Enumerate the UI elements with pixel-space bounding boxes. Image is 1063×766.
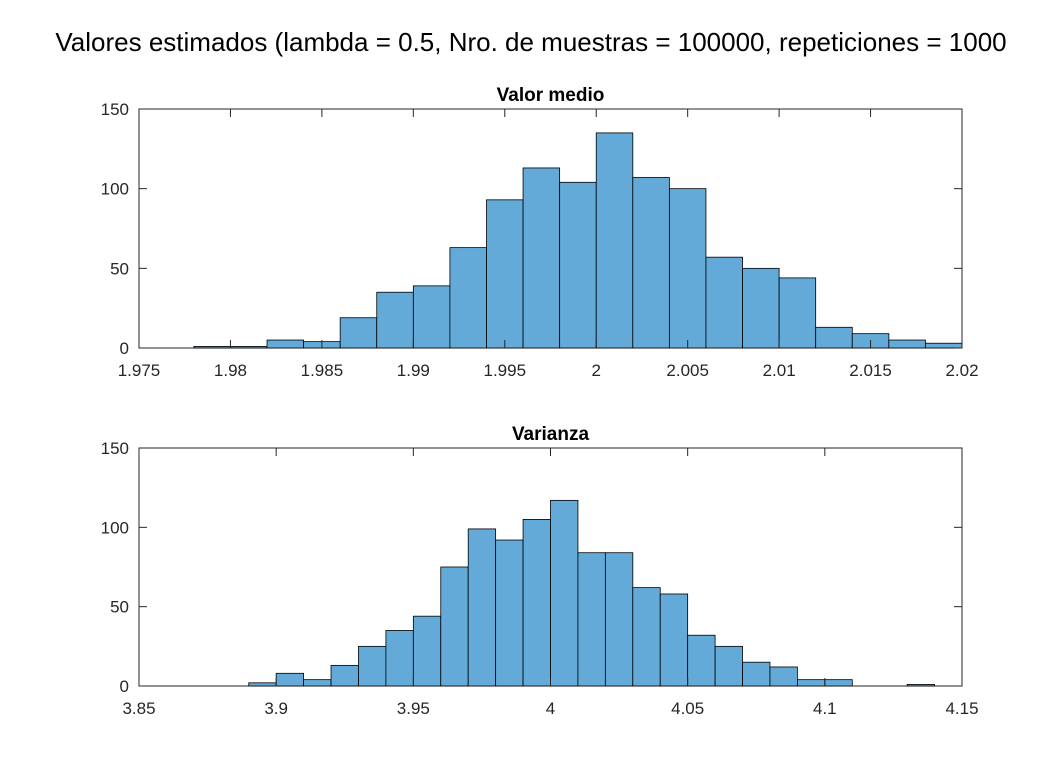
histogram-bar — [705, 256, 743, 349]
histogram-bar — [275, 672, 304, 687]
y-tick-label: 50 — [110, 259, 129, 278]
histogram-varianza: Varianza 3.85 3.9 3.95 4 4.05 4.1 4.15 0 50 100 150 — [101, 424, 979, 718]
x-tick-label: 2.01 — [763, 361, 796, 380]
x-tick-label: 4 — [546, 699, 555, 718]
histogram-bar — [632, 177, 670, 349]
histogram-bar — [412, 285, 451, 349]
histogram-valor-medio: Valor medio 1.975 1.98 1.985 1.99 1.995 2 2.005… — [101, 85, 979, 380]
y-tick-label: 150 — [101, 100, 129, 119]
histogram-bar — [714, 645, 743, 687]
histogram-bar — [769, 666, 798, 687]
histogram-bar — [385, 630, 414, 687]
x-tick-label: 1.985 — [301, 361, 344, 380]
histogram-bar — [412, 615, 442, 687]
histogram-bar — [440, 566, 469, 687]
x-tick-label: 3.85 — [122, 699, 155, 718]
histogram-bar — [742, 267, 780, 349]
histogram-bar — [303, 679, 332, 687]
histogram-bar — [358, 645, 387, 687]
x-tick-label: 2.005 — [666, 361, 709, 380]
histogram-bar — [668, 188, 707, 349]
histogram-bar — [248, 682, 277, 687]
histogram-bar — [449, 247, 487, 349]
histogram-bar — [906, 684, 935, 687]
histogram-bar — [595, 132, 634, 349]
y-tick-label: 100 — [101, 518, 129, 537]
x-tick-label: 4.1 — [813, 699, 837, 718]
histogram-bar — [486, 199, 524, 349]
x-tick-label: 1.975 — [118, 361, 161, 380]
x-tick-label: 4.05 — [671, 699, 704, 718]
histogram-bar — [376, 291, 414, 349]
histogram-bar — [778, 277, 817, 349]
axes-title: Varianza — [512, 424, 590, 445]
figure-title: Valores estimados (lambda = 0.5, Nro. de… — [55, 27, 1006, 57]
y-tick-label: 50 — [110, 598, 129, 617]
histogram-bar — [888, 339, 926, 349]
x-tick-label: 2 — [591, 361, 600, 380]
histogram-bar — [577, 552, 606, 687]
histogram-bar — [687, 634, 716, 687]
histogram-bar — [797, 679, 826, 687]
histogram-bar — [266, 339, 304, 349]
axes-title: Valor medio — [497, 85, 605, 106]
histogram-bar — [330, 664, 359, 687]
histogram-bar — [925, 342, 963, 349]
histogram-bar — [559, 181, 597, 349]
histogram-bar — [742, 661, 771, 687]
histogram-bar — [659, 593, 689, 687]
histogram-bar — [193, 346, 231, 349]
histogram-bar — [604, 552, 634, 687]
histogram-bar — [230, 346, 268, 349]
y-tick-label: 150 — [101, 439, 129, 458]
histogram-bar — [522, 167, 561, 349]
histogram-bar — [815, 326, 853, 349]
histogram-bar — [632, 587, 661, 687]
histogram-bar — [522, 519, 551, 687]
x-tick-label: 1.99 — [397, 361, 430, 380]
x-tick-label: 2.015 — [849, 361, 892, 380]
histogram-bar — [824, 679, 853, 687]
histogram-bar — [495, 539, 524, 687]
histogram-bar — [339, 317, 378, 349]
y-tick-label: 0 — [120, 339, 129, 358]
x-tick-label: 1.995 — [484, 361, 527, 380]
x-tick-label: 3.9 — [264, 699, 288, 718]
y-tick-label: 100 — [101, 180, 129, 199]
x-tick-label: 2.02 — [945, 361, 978, 380]
y-tick-label: 0 — [120, 677, 129, 696]
histogram-bar — [550, 499, 579, 687]
histogram-bar — [467, 528, 497, 687]
x-tick-label: 4.15 — [945, 699, 978, 718]
x-tick-label: 1.98 — [214, 361, 247, 380]
x-tick-label: 3.95 — [397, 699, 430, 718]
